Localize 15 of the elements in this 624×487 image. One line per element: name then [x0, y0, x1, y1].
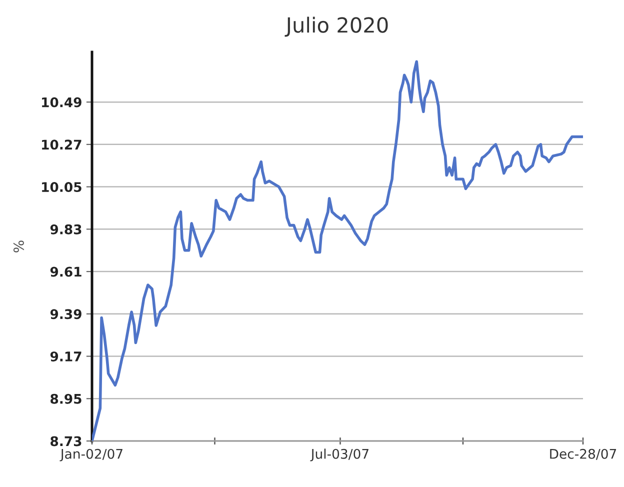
- y-tick-label: 8.73: [50, 436, 82, 446]
- y-axis-title: %: [13, 240, 24, 252]
- y-tick-label: 9.83: [50, 224, 82, 234]
- y-tick-label: 10.05: [42, 182, 82, 192]
- x-tick-label: Jul-03/07: [310, 448, 368, 462]
- y-tick-label: 10.49: [42, 97, 82, 108]
- y-tick-label: 10.27: [42, 140, 82, 150]
- y-tick-label: 8.95: [50, 394, 82, 404]
- y-tick-label: 9.39: [50, 309, 82, 320]
- y-tick-label: 9.17: [50, 352, 82, 362]
- chart-title: Julio 2020: [284, 16, 388, 37]
- line-series: [92, 60, 583, 441]
- y-tick-label: 9.61: [50, 266, 82, 277]
- x-tick-label: Dec-28/07: [550, 448, 616, 460]
- x-tick-label: Jan-02/07: [60, 448, 122, 462]
